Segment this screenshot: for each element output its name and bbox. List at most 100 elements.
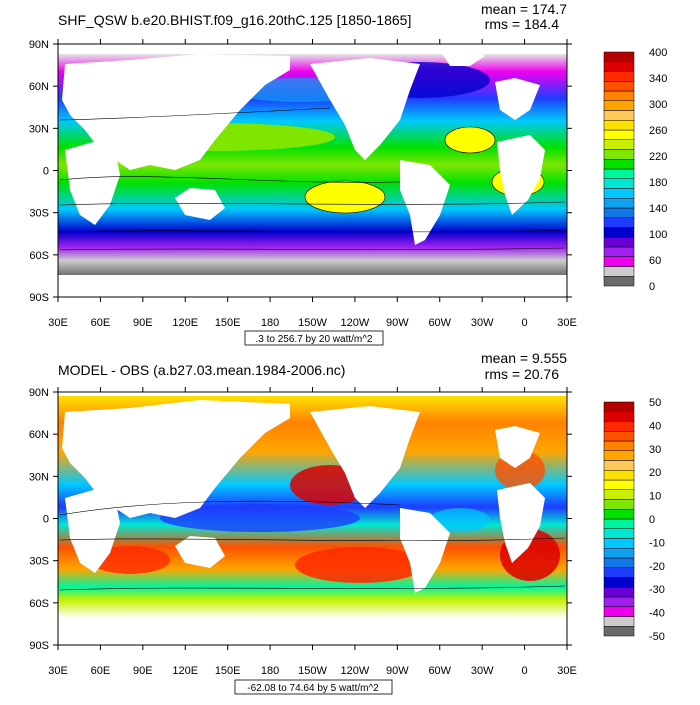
colorbar-swatch	[603, 188, 635, 199]
x-tick-label: 30E	[557, 665, 577, 677]
panel-title: MODEL - OBS (a.b27.03.mean.1984-2006.nc)	[58, 362, 345, 378]
contour-info: .3 to 256.7 by 20 watt/m^2	[256, 334, 373, 345]
y-axis: 90N 60N 30N 0 30S 60S 90S	[29, 387, 572, 652]
land-australia	[175, 536, 225, 568]
contour-info-box	[234, 679, 393, 695]
colorbar-label: 300	[649, 99, 667, 111]
x-tick-label: 90W	[386, 665, 409, 677]
x-tick-label: 120W	[341, 665, 370, 677]
colorbar-swatch	[603, 557, 635, 568]
colorbar-swatch	[603, 567, 635, 578]
colorbar-swatch	[603, 168, 635, 179]
colorbar-swatch	[603, 548, 635, 559]
colorbar-swatch	[603, 470, 635, 481]
colorbar-label: 340	[649, 73, 667, 85]
colorbar-swatch	[603, 139, 635, 150]
x-tick-label: 180	[261, 665, 279, 677]
x-tick-label: 150W	[298, 665, 327, 677]
colorbar-swatch	[603, 129, 635, 140]
x-tick-label: 30E	[48, 665, 68, 677]
y-tick-label: 90N	[29, 39, 49, 51]
land-europe	[495, 78, 540, 120]
land-south-america	[400, 160, 450, 245]
colorbar-label: -20	[649, 561, 665, 573]
colorbar-swatch	[603, 421, 635, 432]
contour-line	[59, 500, 401, 516]
land-antarctica	[58, 275, 567, 297]
land-north-america	[310, 406, 420, 508]
field-blob	[304, 180, 386, 214]
colorbar-swatch	[603, 538, 635, 549]
contour-info: -62.08 to 74.64 by 5 watt/m^2	[247, 683, 379, 694]
colorbar-swatch	[603, 90, 635, 101]
x-tick-label: 120E	[172, 665, 198, 677]
y-tick-label: 60S	[29, 250, 49, 262]
colorbar-swatch	[603, 266, 635, 277]
x-tick-label: 30W	[471, 665, 494, 677]
contour-line	[59, 247, 566, 251]
land-mask	[58, 400, 567, 645]
mean-label: mean = 9.555	[481, 350, 567, 366]
colorbar-swatch	[603, 61, 635, 72]
colorbar-swatch	[603, 450, 635, 461]
land-europe	[495, 426, 540, 468]
field-blob	[160, 504, 360, 532]
contour-line	[59, 229, 566, 233]
land-australia	[175, 188, 225, 220]
x-tick-label: 150W	[298, 317, 327, 329]
colorbar-label: 100	[649, 229, 667, 241]
land-eurasia	[62, 400, 290, 518]
x-tick-label: 90E	[133, 317, 153, 329]
colorbar-swatch	[603, 489, 635, 500]
colorbar-label: 0	[649, 514, 655, 526]
colorbar-label: -40	[649, 608, 665, 620]
colorbar: 400 340 300 260 220 180 140 100 60 0	[603, 47, 667, 293]
y-tick-label: 30N	[29, 123, 49, 135]
contours	[59, 500, 566, 591]
colorbar-swatch	[603, 499, 635, 510]
colorbar-label: 400	[649, 47, 667, 59]
x-tick-label: 30W	[471, 317, 494, 329]
colorbar-swatch	[603, 616, 635, 627]
colorbar-swatch	[603, 431, 635, 442]
x-tick-label: 30E	[48, 317, 68, 329]
colorbar-swatch	[603, 401, 635, 412]
colorbar-swatch	[603, 207, 635, 218]
y-tick-label: 0	[43, 166, 49, 178]
y-tick-label: 30S	[29, 556, 49, 568]
land-antarctica	[58, 618, 567, 645]
colorbar-swatch	[603, 411, 635, 422]
colorbar-swatch	[603, 100, 635, 111]
colorbar-label: 140	[649, 203, 667, 215]
y-tick-label: 60S	[29, 598, 49, 610]
x-tick-label: 150E	[215, 665, 241, 677]
colorbar-label: 30	[649, 444, 661, 456]
y-tick-label: 90S	[29, 640, 49, 652]
land-greenland	[440, 46, 485, 66]
colorbar-swatch	[603, 149, 635, 160]
x-tick-label: 60W	[428, 317, 451, 329]
x-tick-label: 120W	[341, 317, 370, 329]
y-tick-label: 90N	[29, 387, 49, 399]
field-blob	[430, 508, 490, 532]
rms-label: rms = 184.4	[485, 16, 560, 32]
colorbar-swatch	[603, 198, 635, 209]
colorbar-label: 10	[649, 491, 661, 503]
x-tick-label: 60W	[428, 665, 451, 677]
land-africa-east	[497, 135, 545, 215]
y-tick-label: 90S	[29, 292, 49, 304]
rms-label: rms = 20.76	[485, 366, 560, 382]
colorbar-swatch	[603, 276, 635, 287]
colorbar-label: 50	[649, 397, 661, 409]
x-axis: 30E 60E 90E 120E 150E 180 150W 120W 90W 60W 30W 0 30…	[48, 387, 577, 677]
colorbar-swatch	[603, 71, 635, 82]
x-tick-label: 150E	[215, 317, 241, 329]
land-north-america	[310, 58, 420, 160]
colorbar-swatch	[603, 246, 635, 257]
contour-line	[59, 585, 566, 591]
colorbar-swatch	[603, 460, 635, 471]
contour-line	[59, 176, 401, 183]
y-tick-label: 30S	[29, 208, 49, 220]
